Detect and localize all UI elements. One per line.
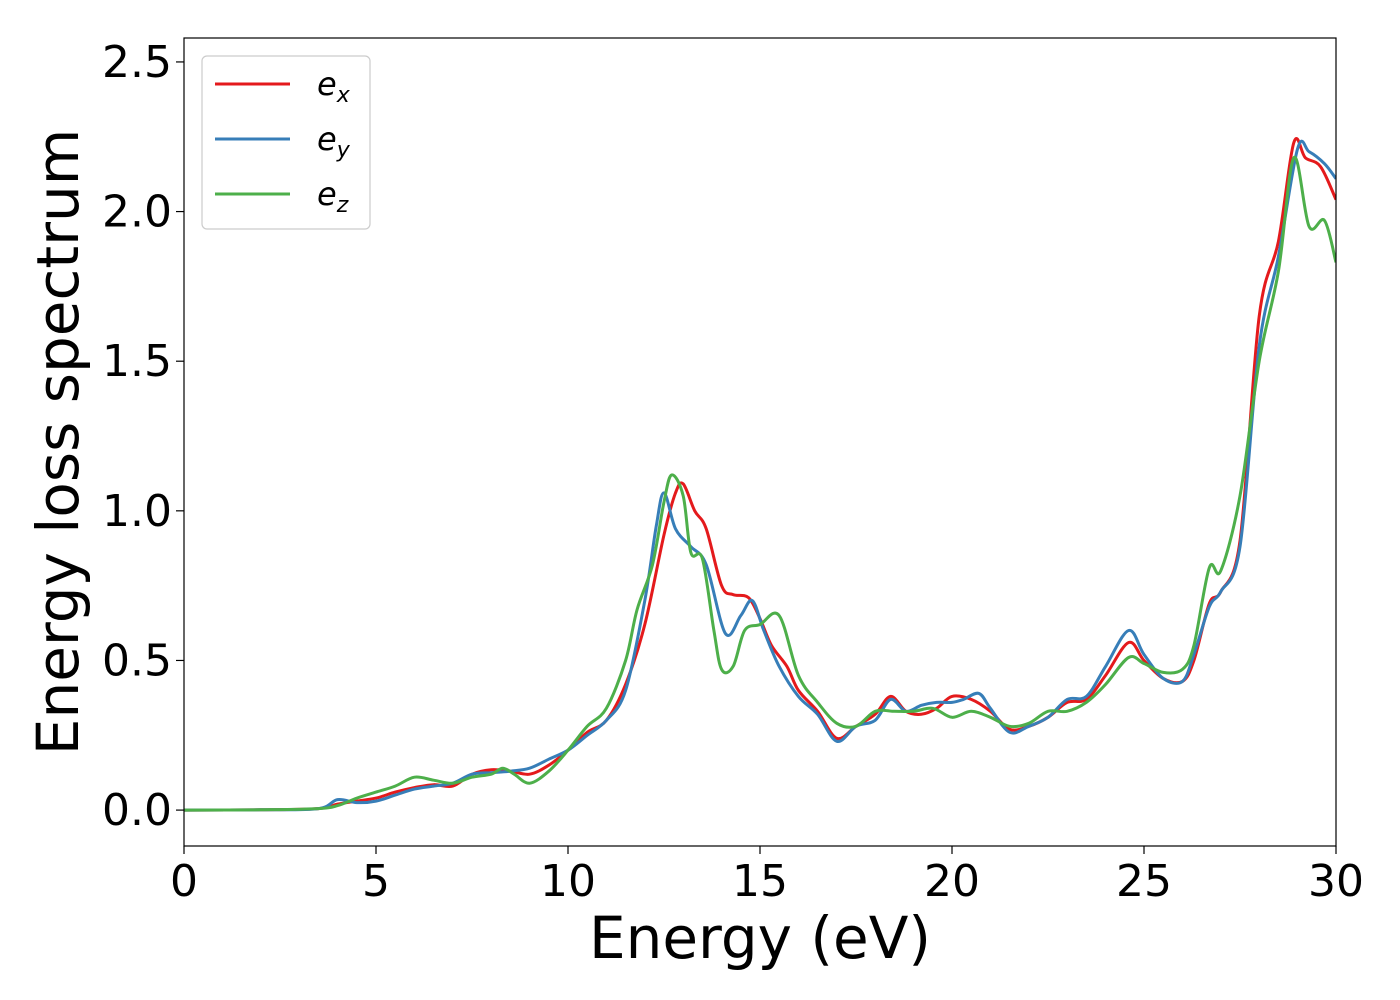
y-tick-label: 2.5 [102,37,172,88]
x-tick-label: 5 [362,856,390,907]
legend-label-y: ey [317,120,351,163]
y-axis-title: Energy loss spectrum [24,129,92,755]
series-line-y [184,139,1336,812]
legend: ex ey ez [201,55,371,230]
y-tick-label: 0.5 [102,635,172,686]
x-tick-label: 25 [1116,856,1172,907]
ticks-layer: 0 5 10 15 20 25 30 0.0 0.5 1.0 1.5 2.0 2.5 [102,37,1364,907]
y-tick-label: 1.5 [102,336,172,387]
series-line-z [184,156,1336,812]
legend-box [201,55,371,230]
x-tick-label: 15 [732,856,788,907]
series-layer [184,137,1336,812]
x-tick-label: 0 [170,856,198,907]
legend-label-z: ez [317,175,349,218]
x-tick-label: 10 [540,856,596,907]
y-tick-label: 1.0 [102,486,172,537]
x-tick-label: 30 [1308,856,1364,907]
x-tick-label: 20 [924,856,980,907]
x-axis-title: Energy (eV) [589,904,931,972]
y-tick-label: 2.0 [102,187,172,238]
series-line-x [184,137,1336,812]
y-tick-label: 0.0 [102,785,172,836]
legend-label-x: ex [317,65,351,108]
